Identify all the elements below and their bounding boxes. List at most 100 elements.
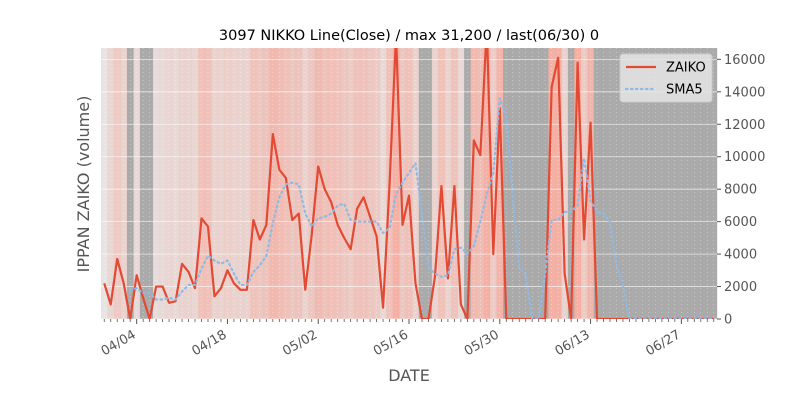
plot-area — [101, 48, 718, 320]
background-band — [334, 48, 342, 319]
y-axis-ticks: 0 2000 4000 6000 8000 10000 12000 14000 16000 — [717, 53, 765, 328]
x-axis-title: DATE — [388, 366, 430, 385]
y-tick-label: 12000 — [724, 118, 765, 133]
background-band — [295, 48, 303, 319]
background-band — [438, 48, 445, 319]
series-lines — [103, 48, 715, 319]
background-band — [198, 48, 205, 319]
background-band — [613, 48, 620, 319]
background-band — [691, 48, 698, 319]
background-band — [327, 48, 335, 319]
background-band — [567, 48, 575, 319]
background-band — [366, 48, 374, 319]
background-band — [263, 48, 270, 319]
background-band — [509, 48, 517, 319]
background-band — [146, 48, 154, 319]
background-band — [477, 48, 484, 319]
background-band — [684, 48, 692, 319]
background-band — [593, 48, 601, 319]
background-band — [126, 48, 134, 319]
background-band — [528, 48, 536, 319]
background-band — [464, 48, 471, 319]
background-band — [457, 48, 465, 319]
background-band — [490, 48, 497, 319]
background-band — [671, 48, 679, 319]
background-band — [405, 48, 413, 319]
background-band — [373, 48, 381, 319]
y-tick-label: 2000 — [724, 280, 757, 295]
background-band — [548, 48, 556, 319]
legend-sma5-label: SMA5 — [666, 83, 703, 98]
background-band — [503, 48, 510, 319]
background-band — [704, 48, 711, 319]
background-band — [541, 48, 549, 319]
background-band — [165, 48, 173, 319]
background-band — [470, 48, 478, 319]
background-band — [418, 48, 426, 319]
background-band — [101, 48, 108, 319]
background-band — [353, 48, 361, 319]
background-bands — [101, 48, 718, 319]
background-band — [217, 48, 225, 319]
background-band — [224, 48, 231, 319]
background-band — [237, 48, 244, 319]
background-band — [665, 48, 672, 319]
background-band — [431, 48, 439, 319]
background-band — [230, 48, 238, 319]
background-band — [314, 48, 322, 319]
background-band — [120, 48, 128, 319]
background-band — [444, 48, 452, 319]
background-band — [535, 48, 543, 319]
background-band — [522, 48, 530, 319]
y-axis-title: IPPAN ZAIKO (volume) — [74, 96, 93, 273]
background-band — [632, 48, 640, 319]
background-band — [204, 48, 212, 319]
y-tick-label: 10000 — [724, 150, 765, 165]
background-band — [710, 48, 718, 319]
background-band — [606, 48, 614, 319]
background-band — [574, 48, 582, 319]
legend: ZAIKO SMA5 — [619, 53, 713, 103]
y-tick-label: 0 — [724, 313, 732, 328]
background-band — [360, 48, 368, 319]
background-band — [697, 48, 705, 319]
background-band — [185, 48, 192, 319]
background-band — [340, 48, 348, 319]
background-band — [425, 48, 432, 319]
background-band — [250, 48, 257, 319]
background-band — [243, 48, 251, 319]
background-band — [139, 48, 147, 319]
background-band — [302, 48, 309, 319]
background-band — [496, 48, 504, 319]
background-band — [133, 48, 141, 319]
background-band — [178, 48, 186, 319]
background-band — [172, 48, 180, 319]
background-band — [587, 48, 594, 319]
y-tick-label: 6000 — [724, 215, 757, 230]
background-band — [554, 48, 562, 319]
background-band — [107, 48, 115, 319]
background-band — [639, 48, 646, 319]
background-band — [483, 48, 491, 319]
y-tick-label: 8000 — [724, 183, 757, 198]
background-band — [347, 48, 355, 319]
chart-title: 3097 NIKKO Line(Close) / max 31,200 / la… — [219, 28, 599, 44]
background-band — [626, 48, 633, 319]
background-band — [379, 48, 387, 319]
legend-zaiko-label: ZAIKO — [666, 61, 706, 76]
background-band — [191, 48, 199, 319]
background-band — [276, 48, 283, 319]
y-tick-label: 14000 — [724, 85, 765, 100]
background-band — [113, 48, 121, 319]
background-band — [561, 48, 569, 319]
y-tick-label: 4000 — [724, 248, 757, 263]
background-band — [269, 48, 277, 319]
background-band — [159, 48, 167, 319]
background-band — [645, 48, 653, 319]
background-band — [658, 48, 666, 319]
sma5-series-line — [129, 97, 715, 319]
background-band — [392, 48, 400, 319]
background-band — [600, 48, 607, 319]
background-band — [152, 48, 160, 319]
y-tick-label: 16000 — [724, 53, 765, 68]
